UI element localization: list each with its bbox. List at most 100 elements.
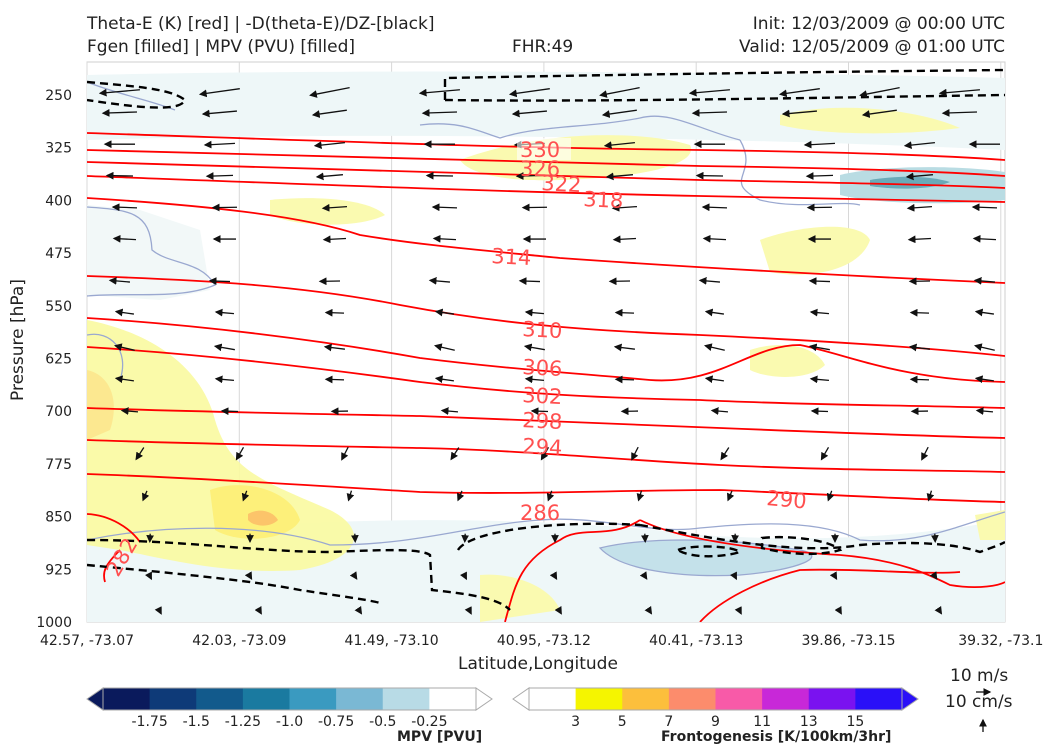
wind-vector <box>546 490 555 502</box>
fgen-fill-bottom <box>480 574 560 622</box>
wind-vector <box>941 109 978 117</box>
contour-label-330: 330 <box>520 138 560 162</box>
mpv-contour <box>87 206 216 297</box>
wind-vector <box>909 308 930 317</box>
wind-vector <box>114 308 135 317</box>
wind-vector <box>808 277 831 285</box>
wind-vector <box>549 571 558 581</box>
forecast-hour: FHR:49 <box>512 37 574 57</box>
wind-vector <box>114 375 135 384</box>
stability-contour <box>87 80 187 109</box>
wind-vector <box>205 172 234 180</box>
stability-contour <box>444 93 1005 102</box>
wind-vector <box>464 606 472 615</box>
wind-vector <box>603 141 635 149</box>
colorbar-extend-high <box>901 687 919 711</box>
wind-vector <box>440 407 459 415</box>
y-tick-label: 325 <box>45 141 72 157</box>
wind-vector <box>214 308 235 317</box>
theta-e-contours <box>87 132 1005 622</box>
colorbar-extend-low <box>86 687 104 711</box>
wind-vector <box>98 88 140 97</box>
wind-vector <box>829 571 838 581</box>
wind-vector <box>809 375 830 384</box>
wind-vector <box>323 343 346 352</box>
contour-label-306: 306 <box>522 355 563 381</box>
wind-vector <box>235 446 245 461</box>
colorbar-segment <box>429 688 477 710</box>
theta-e-318 <box>87 175 1005 203</box>
x-tick-label: 42.57, -73.07 <box>40 633 134 649</box>
wind-vector <box>554 606 562 615</box>
x-ticks: 42.57, -73.07 42.03, -73.09 41.49, -73.10 4… <box>40 633 1043 649</box>
x-tick-label: 41.49, -73.10 <box>345 633 439 649</box>
wind-vector <box>909 375 930 384</box>
x-axis-title: Latitude,Longitude <box>458 654 618 674</box>
theta-e-302 <box>87 346 1005 409</box>
colorbar-extend-high <box>475 687 493 711</box>
wind-vector <box>341 446 349 461</box>
title-line-2: Fgen [filled] | MPV (PVU) [filled] <box>87 37 356 57</box>
colorbar-tick-label: -1.25 <box>225 714 261 730</box>
colorbar-tick-label: -1.5 <box>183 714 210 730</box>
colorbar-segment <box>715 688 763 710</box>
wind-vector <box>144 571 152 581</box>
x-tick-label: 42.03, -73.09 <box>192 633 286 649</box>
wind-vector <box>354 605 363 615</box>
wind-vector <box>907 235 932 244</box>
wind-vector <box>428 277 451 285</box>
wind-vector <box>729 571 737 581</box>
wind-vector <box>141 490 150 502</box>
wind-vector <box>515 172 544 180</box>
fgen-fill-top-right <box>780 107 960 134</box>
fgen-colorbar-title: Frontogenesis [K/100km/3hr] <box>661 729 891 745</box>
stability-contour <box>87 538 511 611</box>
colorbar-segment <box>808 688 856 710</box>
wind-vector <box>434 308 455 317</box>
wind-vector <box>971 203 998 212</box>
wind-vector <box>701 203 728 212</box>
x-tick-label: 40.95, -73.12 <box>497 633 591 649</box>
theta-e-290 <box>87 473 1005 503</box>
wind-vector <box>703 343 725 351</box>
contour-labels: 330 326 322 318 314 310 306 302 298 294 … <box>102 138 808 581</box>
wind-vector <box>636 490 645 502</box>
wind-vector <box>432 234 457 243</box>
x-tick-label: 40.41, -73.13 <box>649 633 743 649</box>
wind-vector <box>198 88 240 98</box>
wind-vector <box>431 203 458 212</box>
colorbar-tick-label: -0.75 <box>318 714 354 730</box>
wind-vector <box>973 277 996 285</box>
colorbar-segment <box>855 688 903 710</box>
stability-contour <box>443 68 1005 100</box>
wind-vector <box>311 109 347 118</box>
mpv-contour <box>598 539 813 577</box>
colorbar-segment <box>103 688 151 710</box>
wind-vector <box>926 490 935 502</box>
y-tick-label: 475 <box>45 246 72 262</box>
vector-key-label-horizontal: 10 m/s <box>950 666 1008 686</box>
mpv-contour <box>87 511 1005 546</box>
y-tick-label: 250 <box>45 88 72 104</box>
mpv-fill-left <box>87 205 210 300</box>
colorbar-segment <box>242 688 290 710</box>
wind-vector <box>324 375 345 384</box>
colorbar-tick-label: -1.0 <box>276 714 303 730</box>
fgen-fill-left-core <box>87 370 114 440</box>
wind-vector <box>611 203 638 212</box>
wind-vector <box>972 234 997 243</box>
wind-vectors <box>98 87 1000 615</box>
wind-vector <box>120 407 139 415</box>
colorbar-segment <box>575 688 623 710</box>
mpv-contour <box>419 115 741 141</box>
wind-vector <box>605 172 634 181</box>
wind-vector <box>973 343 995 351</box>
wind-vector <box>710 407 729 415</box>
wind-vector <box>315 172 344 181</box>
contour-label-318: 318 <box>583 187 624 213</box>
wind-vector <box>934 605 943 615</box>
colorbar-tick-label: 7 <box>664 714 673 730</box>
wind-vector <box>691 109 728 117</box>
fgen-fill-right-mid <box>750 345 825 377</box>
